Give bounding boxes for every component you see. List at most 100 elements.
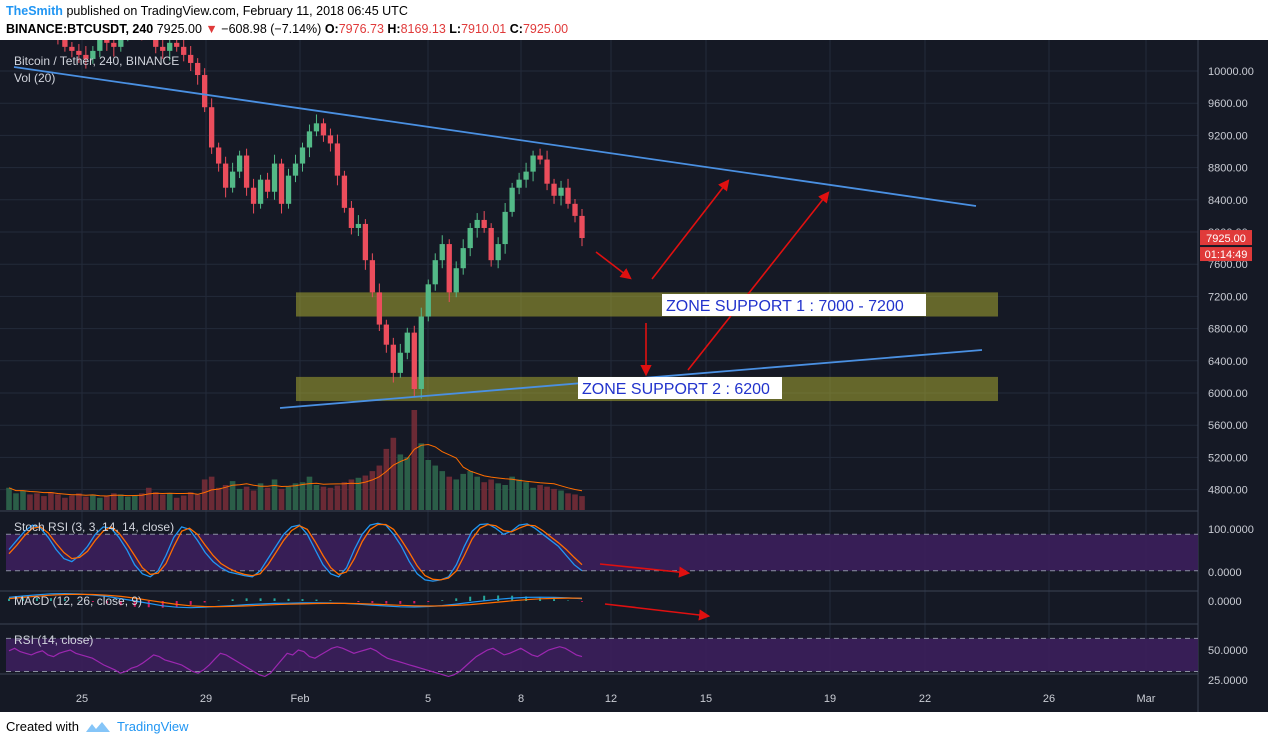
volume-bar: [369, 471, 376, 510]
volume-bar: [201, 479, 208, 510]
volume-bar: [97, 497, 103, 510]
candle-body: [208, 107, 215, 148]
candle-body: [488, 227, 494, 261]
candle-body: [306, 131, 313, 148]
volume-bar: [390, 437, 397, 510]
price-badge-bg: [1200, 230, 1252, 246]
price-tick-label: 5200.00: [1208, 452, 1248, 464]
volume-bar: [579, 496, 585, 510]
time-tick-label: Mar: [1137, 693, 1156, 705]
candle-body: [558, 187, 564, 196]
volume-bar: [502, 485, 508, 510]
candle-body: [439, 244, 445, 261]
candle-body: [181, 46, 187, 55]
volume-bar: [537, 485, 543, 510]
volume-bar: [104, 496, 110, 510]
volume-bar: [222, 485, 229, 510]
candle-body: [390, 344, 396, 373]
volume-bar: [376, 465, 383, 510]
volume-bar: [278, 488, 285, 510]
price-tick-label: 8400.00: [1208, 195, 1248, 207]
candle-body: [327, 135, 334, 144]
chart-canvas[interactable]: 10000.009600.009200.008800.008400.008000…: [0, 40, 1268, 712]
volume-bar: [41, 496, 47, 510]
volume-bar: [306, 476, 313, 510]
prediction-arrow: [687, 191, 830, 371]
prediction-arrow: [651, 179, 730, 280]
candle-body: [334, 143, 341, 176]
tradingview-logo-icon: [85, 721, 110, 732]
volume-bar: [495, 483, 501, 510]
high-label: H:: [387, 22, 401, 36]
volume-bars: [6, 410, 585, 510]
candle-body: [530, 155, 536, 172]
price-tick-label: 9600.00: [1208, 98, 1248, 110]
volume-bar: [152, 492, 159, 510]
candle-body: [523, 171, 529, 180]
volume-bar: [257, 483, 264, 510]
volume-bar: [118, 494, 124, 510]
candle-body: [453, 268, 459, 293]
volume-bar: [55, 494, 61, 510]
macd-line-1: [8, 592, 583, 609]
stoch-rsi-title: Stoch RSI (3, 3, 14, 14, close): [14, 520, 174, 534]
resistance-trendline: [13, 66, 977, 207]
volume-bar: [446, 476, 453, 510]
countdown-badge-bg: [1200, 247, 1252, 262]
volume-bar: [187, 492, 194, 510]
open-label: O:: [324, 22, 339, 36]
candle-body: [243, 155, 250, 188]
volume-bar: [27, 494, 33, 510]
volume-bar: [488, 479, 494, 510]
candle-body: [83, 54, 89, 59]
candle-body: [481, 219, 487, 228]
volume-bar: [243, 486, 250, 510]
rsi-title: RSI (14, close): [14, 633, 93, 647]
volume-bar: [236, 488, 243, 510]
footer: Created with TradingView: [6, 719, 189, 734]
volume-bar: [320, 486, 327, 510]
volume-bar: [460, 473, 467, 510]
volume-bar: [509, 476, 515, 510]
candle-body: [202, 75, 208, 108]
candle-body: [460, 248, 466, 269]
author-link[interactable]: TheSmith: [6, 4, 63, 18]
price-badge: 7925.00: [1206, 233, 1246, 245]
candle-body: [174, 42, 180, 47]
candle-body: [411, 332, 417, 389]
time-tick-label: 19: [824, 693, 836, 705]
volume-bar: [411, 410, 418, 510]
candle-body: [446, 244, 452, 293]
volume-bar: [173, 497, 180, 510]
volume-bar: [145, 487, 152, 510]
volume-bar: [292, 483, 299, 510]
zone-label-box-1: [662, 294, 926, 316]
tradingview-link[interactable]: TradingView: [116, 719, 189, 734]
rsi-tick-label: 25.0000: [1208, 675, 1248, 687]
ohlc-line: BINANCE:BTCUSDT, 240 7925.00 ▼ −608.98 (…: [6, 22, 568, 36]
candle-body: [432, 260, 438, 285]
volume-bar: [348, 479, 355, 510]
candle-body: [160, 46, 166, 51]
candle-body: [355, 223, 362, 228]
volume-bar: [62, 497, 68, 510]
candle-body: [495, 244, 501, 261]
candle-body: [76, 50, 82, 55]
volume-bar: [481, 482, 487, 510]
symbol-label: BINANCE:BTCUSDT, 240: [6, 22, 154, 36]
candle-body: [236, 155, 243, 172]
volume-bar: [432, 465, 439, 510]
time-tick-label: 25: [76, 693, 88, 705]
candle-body: [111, 42, 117, 47]
volume-bar: [13, 493, 19, 510]
volume-bar: [565, 493, 571, 510]
macd-pane: [8, 592, 583, 609]
close-value: 7925.00: [522, 22, 569, 36]
price-tick-label: 9200.00: [1208, 130, 1248, 142]
candle-body: [153, 40, 159, 47]
candle-body: [404, 332, 410, 353]
zone-label-1: ZONE SUPPORT 1 : 7000 - 7200: [666, 298, 904, 315]
volume-bar: [124, 496, 131, 510]
volume-bar: [83, 496, 89, 510]
zone-label-box-2: [578, 377, 782, 399]
